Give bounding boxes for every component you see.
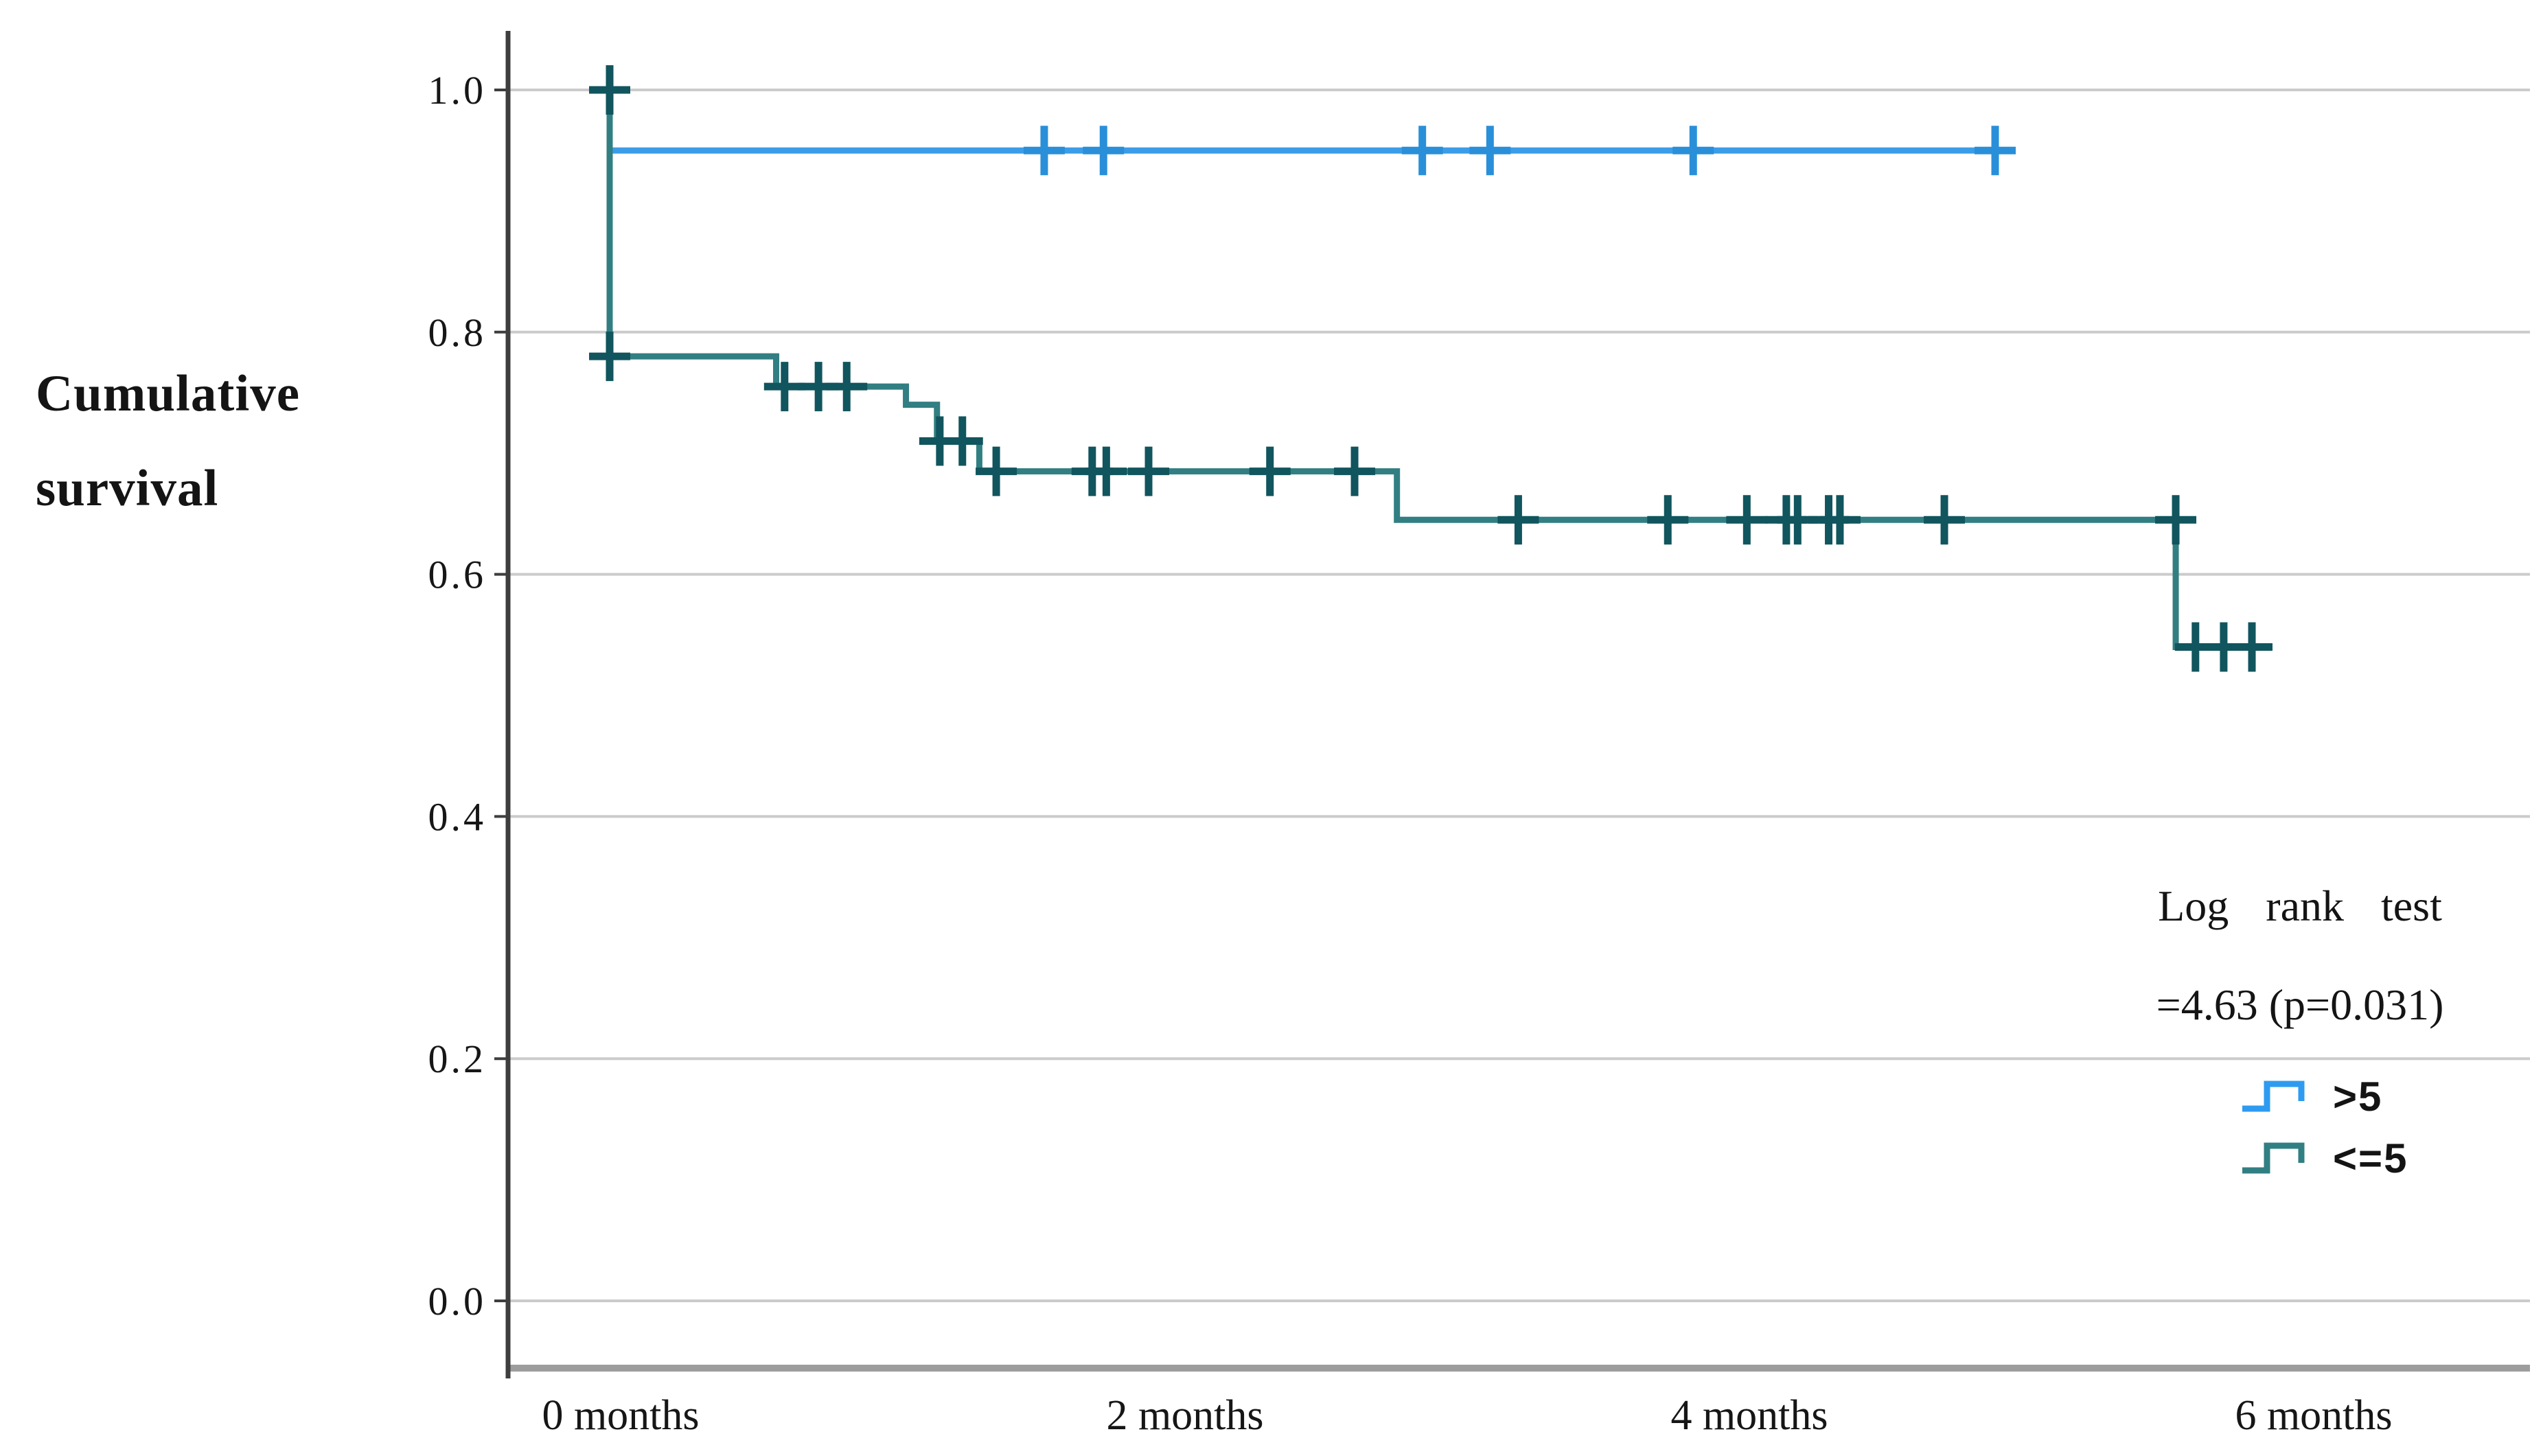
log-rank-annotation-line-1: Log rank test	[2158, 881, 2442, 930]
log-rank-annotation: Log rank test =4.63 (p=0.031)	[2073, 857, 2527, 1054]
survival-curve-gt5	[606, 90, 2012, 154]
log-rank-annotation-line-2: =4.63 (p=0.031)	[2156, 980, 2444, 1029]
x-tick-label-2-months: 2 months	[1106, 1392, 1263, 1439]
y-axis-title: Cumulative survival	[36, 347, 300, 536]
y-tick-label-0.8: 0.8	[428, 310, 487, 355]
y-tick-label-0.0: 0.0	[428, 1279, 487, 1324]
legend-step-line-icon-gt5	[2242, 1081, 2305, 1112]
legend-label-lte5: <=5	[2333, 1135, 2408, 1181]
x-tick-label-0-months: 0 months	[542, 1392, 699, 1439]
y-tick-label-0.2: 0.2	[428, 1037, 487, 1081]
y-tick-label-0.4: 0.4	[428, 794, 487, 839]
y-tick-label-1.0: 1.0	[428, 68, 487, 113]
legend: >5 <=5	[2240, 1065, 2408, 1189]
x-tick-label-4-months: 4 months	[1670, 1392, 1828, 1439]
y-axis-title-line-1: Cumulative	[36, 365, 300, 422]
x-tick-label-6-months: 6 months	[2235, 1392, 2392, 1439]
legend-item-gt5: >5	[2240, 1065, 2408, 1127]
legend-step-line-icon-lte5	[2242, 1142, 2305, 1174]
legend-item-lte5: <=5	[2240, 1127, 2408, 1189]
y-axis-title-line-2: survival	[36, 460, 219, 517]
survival-curve-lte5	[606, 90, 2269, 650]
y-tick-label-0.6: 0.6	[428, 553, 487, 597]
legend-label-gt5: >5	[2333, 1073, 2383, 1120]
